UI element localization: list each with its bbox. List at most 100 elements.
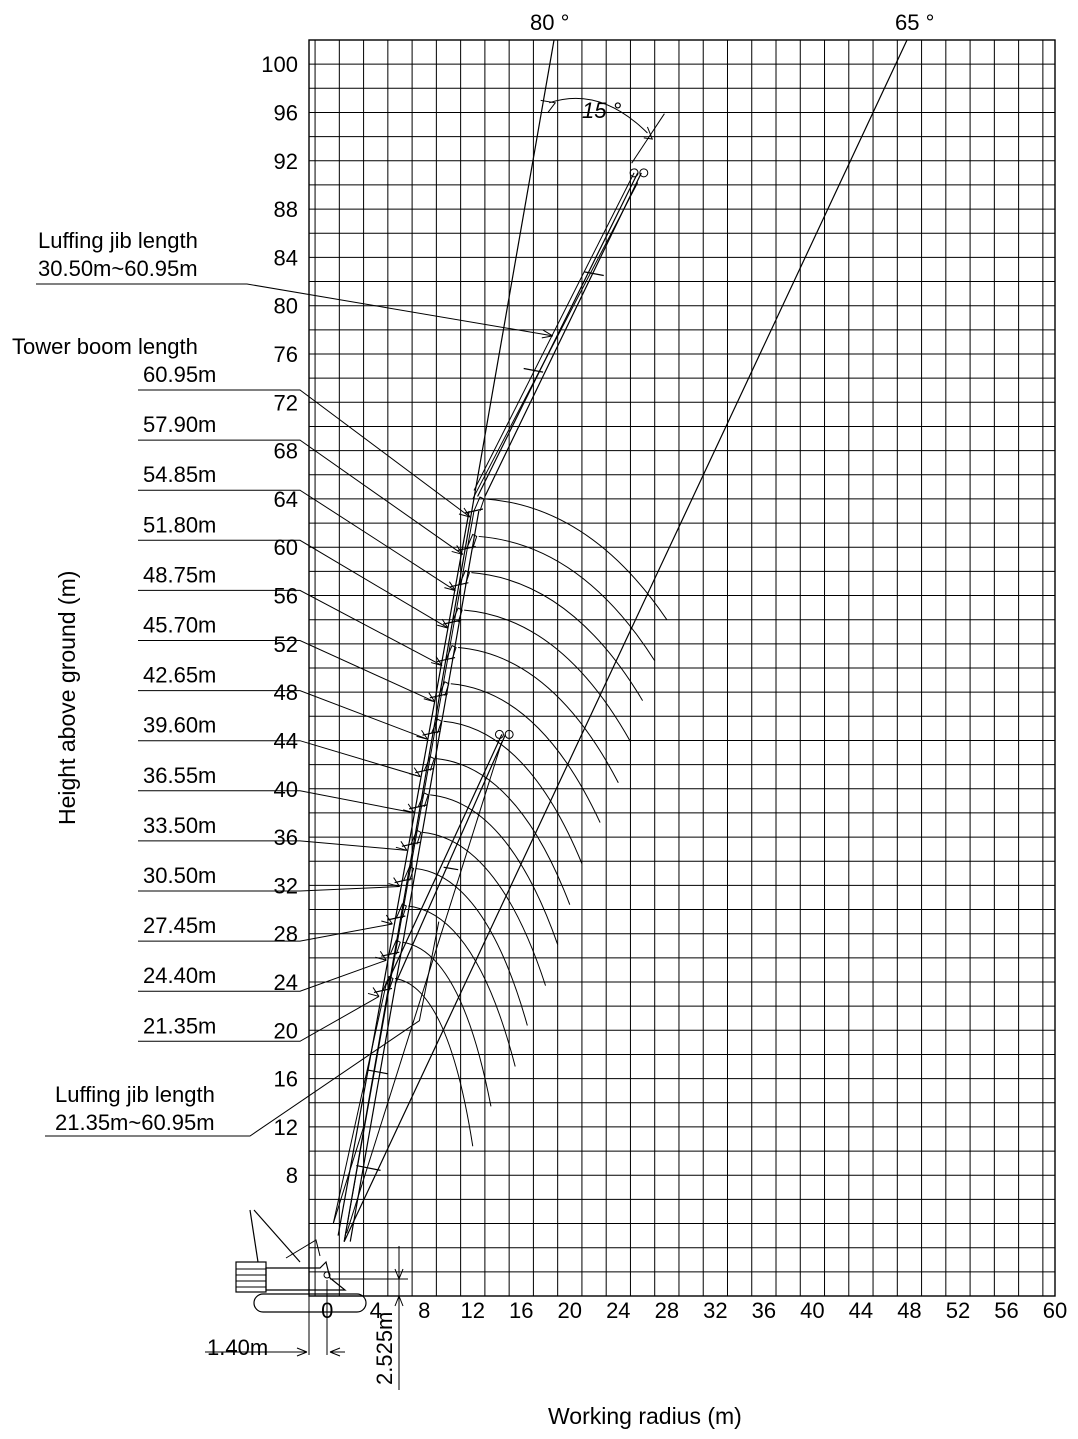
luffing-jib-long xyxy=(477,172,639,497)
y-tick-label: 60 xyxy=(274,535,298,560)
jib-sweep-arc xyxy=(464,609,631,742)
arrow-head xyxy=(395,841,408,851)
jib-sweep-arc xyxy=(430,794,559,945)
strut xyxy=(332,1126,365,1224)
tower-boom-length-label: 33.50m xyxy=(143,813,216,838)
y-tick-label: 72 xyxy=(274,390,298,415)
jib-foot xyxy=(395,903,407,919)
arrow-head xyxy=(643,126,654,140)
y-tick-label: 32 xyxy=(274,873,298,898)
crane-body xyxy=(265,1260,347,1291)
tower-boom-leader xyxy=(138,389,471,518)
jib-sweep-arc xyxy=(408,905,516,1067)
y-tick-label: 28 xyxy=(274,922,298,947)
tower-boom-length-label: 24.40m xyxy=(143,963,216,988)
jib-extension-line xyxy=(631,113,665,164)
y-tick-label: 40 xyxy=(274,777,298,802)
jib-sweep-arc xyxy=(485,498,668,620)
tower-boom-leader xyxy=(138,740,421,778)
jib-joint xyxy=(584,271,604,277)
jib-pendant xyxy=(472,182,639,500)
jib-foot xyxy=(458,569,471,585)
tower-boom-leader xyxy=(138,539,449,629)
y-tick-label: 48 xyxy=(274,680,298,705)
jib-sweep-arc xyxy=(478,535,656,662)
tower-boom-leader xyxy=(138,923,393,942)
y-tick-label: 12 xyxy=(274,1115,298,1140)
arrow-head xyxy=(329,1347,341,1357)
arrow-head xyxy=(458,507,471,518)
arrow-head xyxy=(367,987,380,997)
luffing-jib-short xyxy=(394,734,507,985)
tower-boom-leader xyxy=(138,996,380,1042)
leader-luffing-bottom xyxy=(45,921,440,1137)
x-tick-label: 44 xyxy=(849,1298,873,1323)
jib-sweep-arc xyxy=(422,831,547,986)
jib-sweep-arc xyxy=(436,758,571,905)
jib-joint xyxy=(523,367,544,373)
tower-boom-leader xyxy=(138,690,428,740)
jib-foot xyxy=(438,681,450,696)
tower-boom-length-label: 27.45m xyxy=(143,913,216,938)
angle-line xyxy=(343,39,555,1242)
mast-line xyxy=(332,981,388,1224)
luffing-bottom-label-line1: Luffing jib length xyxy=(55,1082,215,1107)
y-tick-label: 96 xyxy=(274,100,298,125)
arrow-head xyxy=(416,729,428,740)
luffing-jib-short xyxy=(386,734,503,985)
axis-ticks: 0 4 8 12 16 20 24 28 32 36 40 44 48 52 56 6081216202428… xyxy=(261,52,1067,1323)
pivot-height-label: 2.525m xyxy=(372,1312,397,1385)
tower-boom-leader xyxy=(138,589,443,666)
chart-grid xyxy=(309,39,1055,1297)
y-axis-title: Height above ground (m) xyxy=(54,571,80,825)
tower-boom-length-label: 57.90m xyxy=(143,412,216,437)
angle-arc-15 xyxy=(549,97,648,134)
arrow-head xyxy=(451,545,464,555)
jib-foot xyxy=(445,644,457,660)
tower-boom-length-labels: 60.95m 57.90m 54.85m 51.80m 48.75m 45.70m 42.6… xyxy=(138,362,471,1042)
arrow-head xyxy=(409,767,421,778)
boom-foot xyxy=(285,1239,321,1259)
plot-frame xyxy=(308,39,1056,1297)
x-tick-label: 4 xyxy=(370,1298,382,1323)
jib-sweep-arc xyxy=(450,683,601,823)
x-tick-label: 28 xyxy=(655,1298,679,1323)
y-tick-label: 36 xyxy=(274,825,298,850)
x-tick-label: 36 xyxy=(752,1298,776,1323)
tower-boom-edge xyxy=(349,510,480,1242)
y-tick-label: 80 xyxy=(274,294,298,319)
x-tick-label: 16 xyxy=(509,1298,533,1323)
jib-foot xyxy=(410,829,422,845)
jib-sweep-arc xyxy=(394,977,474,1147)
tower-boom-length-label: 30.50m xyxy=(143,863,216,888)
jib-foot xyxy=(417,792,429,808)
y-tick-label: 92 xyxy=(274,149,298,174)
angle-label-65: 65 ° xyxy=(895,10,934,35)
y-tick-label: 20 xyxy=(274,1018,298,1043)
y-tick-label: 76 xyxy=(274,342,298,367)
x-tick-label: 32 xyxy=(703,1298,727,1323)
jib-sheave xyxy=(494,729,504,739)
jib-sweep-arc xyxy=(458,647,619,783)
arrow-head xyxy=(423,692,436,703)
y-tick-label: 16 xyxy=(274,1067,298,1092)
arrow-head xyxy=(388,877,401,888)
y-tick-label: 56 xyxy=(274,584,298,609)
backstay xyxy=(346,741,503,1234)
jib-sheave xyxy=(629,168,639,178)
jib-foot xyxy=(451,607,463,623)
x-tick-label: 52 xyxy=(946,1298,970,1323)
arrow-head xyxy=(296,1347,308,1357)
tower-boom-edge xyxy=(337,510,470,1236)
gantry-mast xyxy=(253,1209,301,1263)
arrow-head xyxy=(444,581,456,592)
luffing-top-label-line2: 30.50m~60.95m xyxy=(38,256,198,281)
crawler-track xyxy=(253,1293,367,1313)
jib-foot xyxy=(403,865,415,881)
arrow-head xyxy=(375,950,387,961)
jib-foot xyxy=(423,755,435,771)
x-axis-title: Working radius (m) xyxy=(548,1403,742,1429)
y-tick-label: 100 xyxy=(261,52,298,77)
boom-pivot xyxy=(323,1271,331,1279)
